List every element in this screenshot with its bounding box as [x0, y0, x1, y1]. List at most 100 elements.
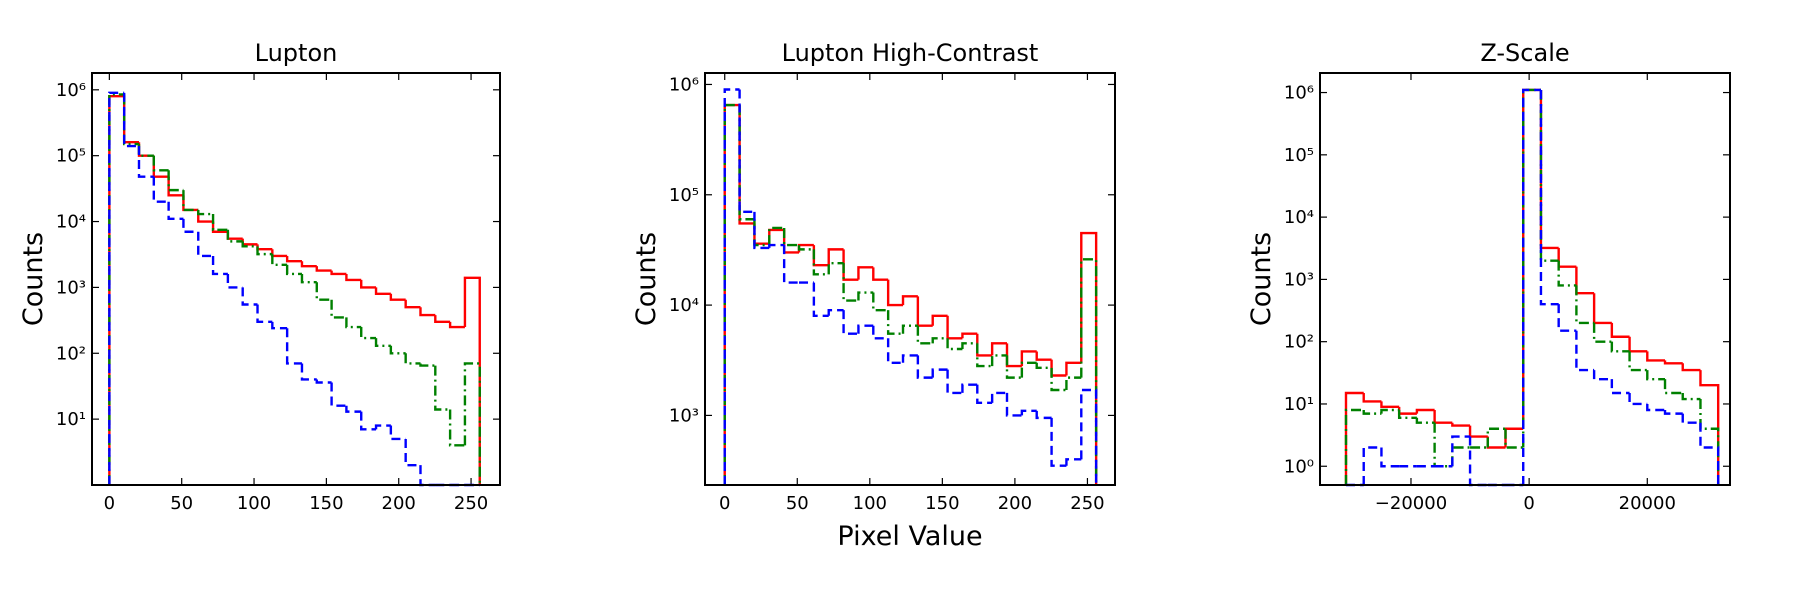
histogram-step	[1610, 379, 1630, 395]
histogram-step	[389, 425, 406, 441]
histogram-step	[1050, 359, 1067, 377]
histogram-step	[345, 273, 362, 282]
histogram-step	[256, 244, 273, 251]
title: Lupton High-Contrast	[782, 39, 1039, 67]
histogram-step	[300, 273, 317, 284]
histogram-step	[241, 241, 258, 248]
histogram-step	[1539, 89, 1559, 306]
histogram-step	[990, 391, 1007, 403]
histogram-step	[1050, 367, 1067, 392]
histogram-step	[256, 246, 273, 256]
histogram-step	[434, 365, 451, 411]
histogram-step	[857, 291, 874, 301]
histogram-step	[1362, 410, 1382, 415]
histogram-step	[738, 89, 755, 214]
histogram-step	[1539, 89, 1559, 250]
histogram-step	[1080, 388, 1098, 485]
histogram-step	[738, 105, 755, 221]
histogram-step	[300, 261, 317, 268]
histogram-step	[1486, 436, 1506, 449]
axes-frame	[91, 72, 501, 486]
histogram-step	[1646, 403, 1666, 412]
x-tick-label: 100	[237, 493, 271, 514]
histogram-step	[1522, 88, 1541, 485]
histogram-step	[1522, 88, 1541, 429]
histogram-step	[137, 146, 154, 178]
y-tick-label: 10²	[1284, 332, 1314, 353]
histogram-step	[167, 170, 184, 192]
histogram-step	[374, 424, 391, 430]
histogram-step	[122, 96, 139, 144]
histogram-series	[1344, 88, 1720, 485]
histogram-step	[1610, 322, 1630, 338]
histogram-step	[1035, 362, 1052, 370]
histogram-step	[857, 266, 874, 280]
histogram-step	[827, 261, 844, 275]
histogram-step	[389, 345, 406, 355]
x-tick-label: 150	[309, 493, 343, 514]
histogram-step	[285, 264, 302, 276]
histogram-step	[1433, 422, 1453, 468]
y-tick-label: 10⁴	[669, 295, 699, 316]
y-tick-label: 10³	[56, 277, 86, 298]
histogram-step	[1020, 350, 1037, 367]
x-tick-label: 150	[925, 493, 959, 514]
histogram-step	[1451, 435, 1471, 467]
histogram-step	[330, 270, 347, 276]
histogram-step	[211, 214, 228, 231]
histogram-step	[827, 308, 844, 316]
histogram-step	[448, 409, 465, 447]
histogram-series	[723, 103, 1098, 485]
histogram-step	[1005, 392, 1022, 417]
histogram-step	[374, 338, 391, 347]
histogram-series	[723, 88, 1098, 485]
histogram-step	[122, 94, 139, 146]
histogram-step	[1468, 425, 1488, 438]
histogram-step	[768, 226, 785, 246]
histogram-step	[1575, 330, 1595, 372]
subplot: Z-Scale Counts 10⁰ 10¹ 10² 10³ 10⁴ 10⁵ 10⁶ −20000…	[1246, 39, 1731, 514]
histogram-step	[345, 405, 362, 413]
histogram-step	[448, 321, 465, 329]
y-tick-label: 10²	[56, 343, 86, 364]
histogram-step	[1628, 351, 1648, 372]
histogram-step	[463, 362, 481, 485]
histogram-step	[1344, 408, 1364, 485]
histogram-step	[167, 201, 184, 221]
histogram-step	[1575, 266, 1595, 295]
y-tick-label: 10⁴	[1284, 207, 1314, 228]
x-tick-label: 0	[1523, 493, 1534, 514]
y-tick-label: 10⁶	[669, 74, 699, 95]
histogram-step	[1663, 410, 1683, 415]
histogram-step	[842, 249, 859, 281]
histogram-step	[1628, 336, 1648, 353]
histogram-step	[211, 255, 228, 276]
histogram-step	[872, 325, 889, 340]
subplot: Lupton High-Contrast Counts Pixel Value 10³…	[631, 39, 1116, 552]
x-tick-label: 250	[1070, 493, 1104, 514]
histogram-step	[1468, 436, 1488, 487]
y-axis-label: Counts	[631, 232, 662, 326]
histogram-step	[990, 342, 1007, 356]
histogram-step	[1681, 392, 1701, 401]
y-tick-label: 10⁶	[56, 80, 86, 101]
histogram-step	[285, 328, 302, 365]
histogram-step	[1539, 89, 1559, 262]
y-tick-label: 10⁴	[56, 212, 86, 233]
histogram-step	[886, 310, 904, 335]
histogram-step	[330, 382, 347, 407]
y-tick-label: 10¹	[1284, 394, 1314, 415]
histogram-step	[812, 245, 829, 267]
histogram-step	[1628, 392, 1648, 406]
histogram-step	[812, 282, 829, 317]
histogram-step	[241, 238, 258, 246]
histogram-step	[1020, 361, 1037, 378]
histogram-step	[976, 384, 993, 405]
histogram-step	[182, 190, 199, 212]
histogram-step	[886, 338, 904, 364]
histogram-step	[1344, 391, 1364, 485]
x-tick-label: 0	[719, 493, 730, 514]
histogram-step	[374, 287, 391, 295]
x-tick-label: 20000	[1619, 493, 1676, 514]
histogram-step	[256, 304, 273, 324]
